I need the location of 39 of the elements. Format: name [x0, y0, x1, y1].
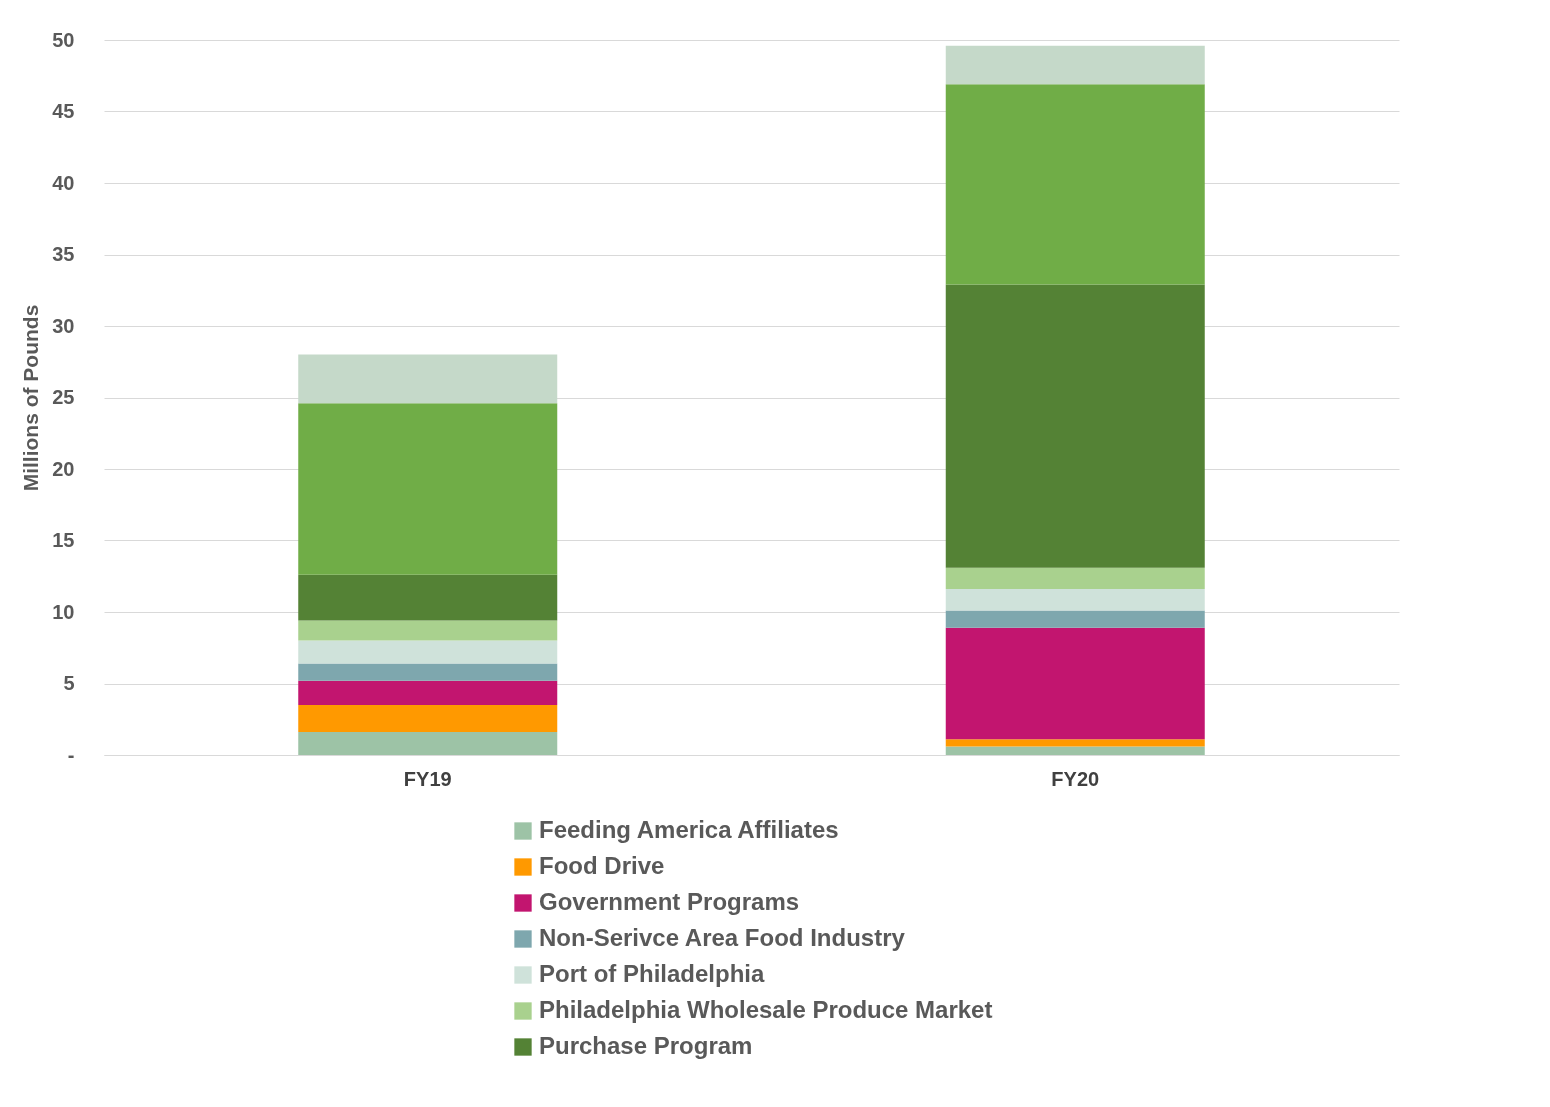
legend-label: Non-Serivce Area Food Industry [539, 924, 906, 951]
y-tick-label: 50 [52, 28, 75, 51]
bar [298, 574, 558, 621]
legend-label: Purchase Program [539, 1032, 753, 1059]
y-tick-label: 20 [52, 457, 75, 480]
legend-label: Philadelphia Wholesale Produce Market [539, 996, 993, 1023]
x-tick-label: FY20 [1051, 767, 1100, 790]
legend-label: Feeding America Affiliates [539, 816, 839, 843]
legend-label: Government Programs [539, 888, 800, 915]
bar [298, 680, 558, 705]
bar [298, 704, 558, 733]
y-tick-label: 35 [52, 243, 75, 265]
bar [945, 45, 1205, 85]
bar [298, 663, 558, 681]
y-tick-label: 30 [52, 314, 75, 337]
bar [298, 354, 558, 404]
bar [298, 620, 558, 641]
bar [945, 284, 1205, 568]
y-tick-label: 45 [52, 100, 75, 122]
y-tick-label: - [67, 743, 75, 766]
bar [945, 589, 1205, 611]
bar [945, 746, 1205, 755]
bar [298, 403, 558, 575]
bar [298, 640, 558, 664]
y-axis-title: Millions of Pounds [19, 304, 43, 492]
x-tick-label: FY19 [403, 767, 452, 790]
bar [945, 610, 1205, 628]
y-tick-label: 10 [52, 600, 75, 623]
bar [298, 732, 558, 755]
bar [945, 627, 1205, 740]
legend-label: Food Drive [539, 852, 665, 879]
y-tick-label: 40 [52, 171, 75, 194]
bar [945, 567, 1205, 590]
y-tick-label: 15 [52, 529, 75, 551]
y-tick-label: 5 [63, 672, 75, 694]
legend-label: Port of Philadelphia [539, 960, 765, 987]
bar [945, 739, 1205, 747]
y-tick-label: 25 [52, 386, 75, 408]
bar [945, 84, 1205, 285]
